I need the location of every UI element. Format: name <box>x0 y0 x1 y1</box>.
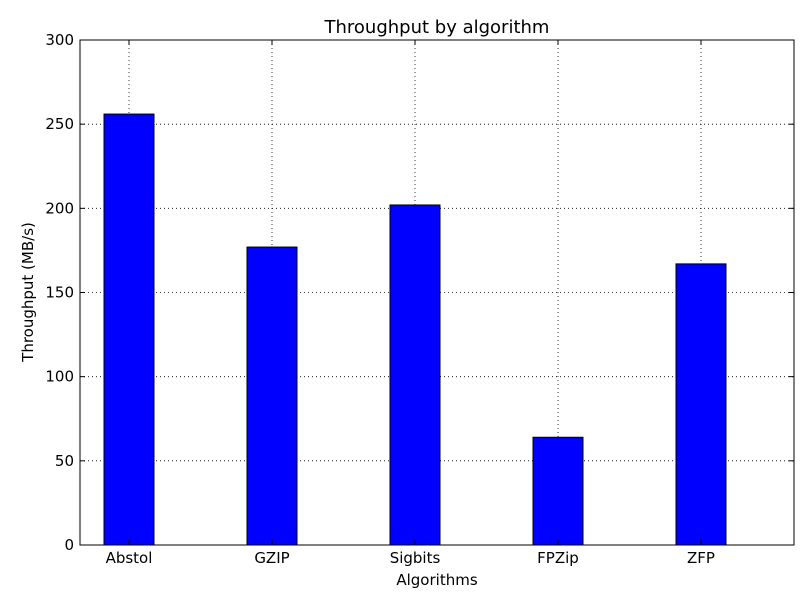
x-tick-labels: Abstol GZIP Sigbits FPZip ZFP <box>106 549 715 567</box>
axis-ticks <box>80 39 794 546</box>
x-tick-label: GZIP <box>254 549 289 567</box>
y-tick-label: 0 <box>64 536 74 554</box>
bar-gzip <box>246 246 298 546</box>
x-tick-label: Abstol <box>106 549 153 567</box>
plot-frame <box>79 39 795 546</box>
y-tick-labels: 0 50 100 150 200 250 300 <box>45 31 74 554</box>
y-tick-label: 150 <box>45 284 74 302</box>
chart-title: Throughput by algorithm <box>324 17 550 38</box>
y-tick-label: 50 <box>55 452 74 470</box>
y-axis-title: Throughput (MB/s) <box>19 222 37 363</box>
y-tick-label: 200 <box>45 199 74 217</box>
bar-zfp <box>675 263 727 546</box>
x-tick-label: FPZip <box>537 549 579 567</box>
y-tick-label: 250 <box>45 115 74 133</box>
y-tick-label: 300 <box>45 31 74 49</box>
bar-abstol <box>103 113 155 546</box>
bar-sigbits <box>389 204 441 546</box>
bars <box>103 113 727 546</box>
x-tick-label: ZFP <box>687 549 715 567</box>
y-tick-label: 100 <box>45 368 74 386</box>
bar-fpzip <box>532 436 584 546</box>
x-tick-label: Sigbits <box>390 549 441 567</box>
x-axis-title: Algorithms <box>396 571 477 589</box>
